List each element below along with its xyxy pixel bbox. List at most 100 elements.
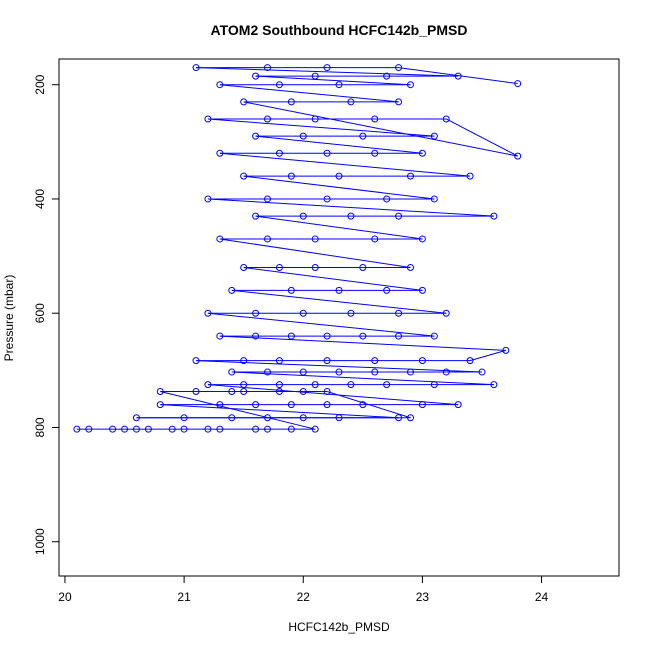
data-point	[264, 195, 272, 203]
series-segment	[196, 67, 459, 77]
data-point	[323, 387, 331, 395]
data-point	[395, 332, 403, 340]
series-segment	[446, 118, 518, 157]
data-point	[252, 332, 260, 340]
series-segment	[231, 371, 494, 386]
data-point	[466, 357, 474, 365]
data-point	[228, 286, 236, 294]
data-point	[490, 381, 498, 389]
series-segment	[219, 335, 506, 351]
data-point	[287, 172, 295, 180]
data-point	[287, 98, 295, 106]
data-point	[323, 401, 331, 409]
series-segment	[160, 390, 316, 430]
data-point	[192, 387, 200, 395]
series-segment	[219, 152, 471, 177]
data-point	[418, 286, 426, 294]
data-point	[418, 235, 426, 243]
data-point	[454, 401, 462, 409]
y-tick-label: 800	[33, 417, 47, 437]
data-point	[335, 414, 343, 422]
data-point	[287, 286, 295, 294]
data-point	[180, 425, 188, 433]
data-point	[347, 212, 355, 220]
series-segment	[196, 360, 482, 373]
data-point	[323, 195, 331, 203]
series-segment	[243, 175, 435, 200]
data-point	[514, 152, 522, 160]
data-point	[323, 64, 331, 72]
x-tick-label: 21	[177, 590, 191, 604]
x-axis-label: HCFC142b_PMSD	[288, 620, 390, 634]
data-point	[395, 64, 403, 72]
data-point	[502, 346, 510, 354]
data-point	[275, 81, 283, 89]
data-point	[180, 414, 188, 422]
data-point	[252, 309, 260, 317]
data-point	[418, 401, 426, 409]
series-segment	[255, 215, 423, 240]
data-point	[216, 425, 224, 433]
data-point	[430, 332, 438, 340]
data-point	[299, 309, 307, 317]
data-point	[204, 309, 212, 317]
data-point	[73, 425, 81, 433]
data-points	[73, 64, 522, 433]
data-point	[335, 286, 343, 294]
data-point	[311, 72, 319, 80]
data-point	[323, 149, 331, 157]
data-point	[275, 264, 283, 272]
data-point	[299, 387, 307, 395]
data-point	[311, 381, 319, 389]
data-point	[299, 368, 307, 376]
data-point	[109, 425, 117, 433]
data-point	[264, 414, 272, 422]
data-point	[430, 132, 438, 140]
data-point	[323, 332, 331, 340]
data-point	[335, 81, 343, 89]
data-point	[395, 212, 403, 220]
data-point	[359, 332, 367, 340]
data-point	[490, 212, 498, 220]
data-point	[275, 149, 283, 157]
y-tick-label: 1000	[33, 528, 47, 555]
data-point	[204, 115, 212, 123]
data-point	[418, 149, 426, 157]
data-point	[406, 81, 414, 89]
data-point	[299, 212, 307, 220]
data-point	[264, 425, 272, 433]
data-point	[228, 414, 236, 422]
y-axis-label: Pressure (mbar)	[2, 275, 16, 362]
data-point	[216, 81, 224, 89]
data-point	[406, 172, 414, 180]
data-point	[216, 235, 224, 243]
data-point	[264, 64, 272, 72]
data-point	[383, 381, 391, 389]
y-tick-label: 200	[33, 74, 47, 94]
y-tick-label: 400	[33, 189, 47, 209]
data-point	[395, 98, 403, 106]
data-point	[252, 132, 260, 140]
data-point	[252, 425, 260, 433]
data-point	[430, 195, 438, 203]
data-point	[204, 195, 212, 203]
series-segment	[207, 198, 494, 217]
data-point	[216, 149, 224, 157]
data-point	[192, 357, 200, 365]
data-point	[121, 425, 129, 433]
x-tick-label: 23	[416, 590, 430, 604]
series-segment	[255, 135, 423, 154]
series-lines	[76, 67, 518, 430]
data-point	[240, 172, 248, 180]
data-point	[406, 264, 414, 272]
series-segment	[160, 404, 399, 419]
series-segment	[243, 101, 518, 157]
data-point	[287, 425, 295, 433]
data-point	[287, 332, 295, 340]
data-point	[264, 368, 272, 376]
data-point	[383, 286, 391, 294]
series-segment	[231, 289, 447, 314]
x-axis: 20 21 22 23 24	[58, 576, 549, 604]
data-point	[442, 115, 450, 123]
data-point	[323, 357, 331, 365]
